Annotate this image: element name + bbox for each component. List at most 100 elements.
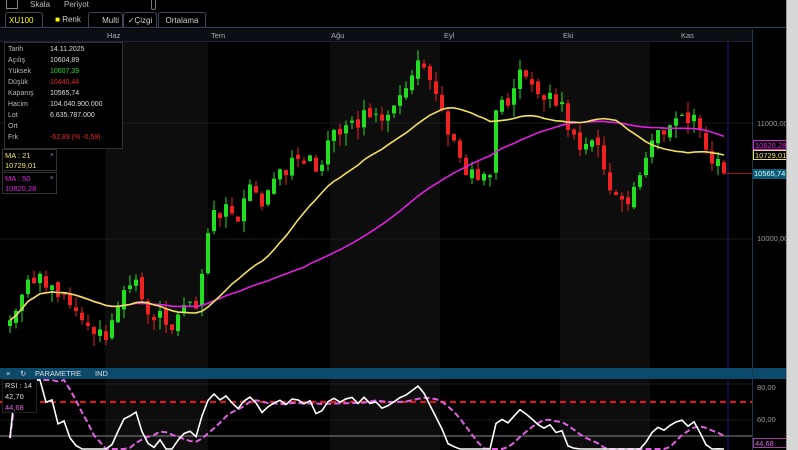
- ma50-axis-label: 10820,28: [753, 140, 787, 150]
- candle: [668, 125, 672, 138]
- info-label: Hacim: [8, 101, 28, 108]
- ma21-axis-label: 10729,01: [753, 150, 787, 160]
- vertical-scrollbar[interactable]: [786, 0, 798, 450]
- toolbar-handle[interactable]: [151, 0, 156, 10]
- info-value: 10604,89: [50, 57, 80, 64]
- multi-tab[interactable]: Multi: [88, 12, 123, 28]
- line-tab[interactable]: ✓Çizgi: [123, 12, 157, 28]
- candle: [536, 81, 540, 94]
- color-dot-icon: ■: [55, 15, 63, 24]
- candle: [446, 111, 450, 135]
- info-value: 104.040.900.000: [50, 101, 103, 108]
- rsi-signal-value: 44,68: [5, 403, 24, 412]
- candle: [344, 125, 348, 134]
- candle: [512, 88, 516, 105]
- rsi-panel-header: × ↻ PARAMETRE IND: [0, 368, 752, 379]
- candle: [584, 143, 588, 150]
- parameter-button[interactable]: PARAMETRE: [35, 369, 82, 378]
- candle: [722, 162, 726, 174]
- candle: [350, 120, 354, 123]
- ma21-line: [9, 107, 725, 321]
- candle: [602, 145, 606, 170]
- ind-button[interactable]: IND: [95, 369, 108, 378]
- color-tab[interactable]: ■ Renk: [55, 15, 81, 24]
- candle: [398, 95, 402, 106]
- candle: [332, 129, 336, 141]
- info-value: 6.635.787.000: [50, 112, 95, 119]
- candle: [686, 112, 690, 123]
- candle: [56, 282, 60, 297]
- rsi-signal-axis-label: 44,68: [753, 438, 787, 448]
- info-label: Yüksek: [8, 68, 31, 75]
- save-icon[interactable]: [6, 0, 18, 9]
- month-band: [105, 379, 208, 450]
- ma21-box: MA : 21 10729,01 ×: [2, 149, 57, 171]
- rsi-line: [9, 379, 725, 450]
- rsi-info-box: RSI : 14 42,70 44,68: [2, 379, 37, 413]
- candle: [152, 316, 156, 321]
- refresh-icon[interactable]: ↻: [20, 369, 27, 378]
- rsi-value: 42,70: [5, 392, 24, 401]
- candle: [26, 279, 30, 295]
- candle: [716, 158, 720, 167]
- rsi-axis-tick: 80,00: [757, 383, 776, 392]
- candle: [710, 151, 714, 164]
- candle: [638, 175, 642, 187]
- candle: [680, 114, 684, 116]
- close-icon[interactable]: ×: [49, 173, 54, 182]
- candle: [266, 190, 270, 205]
- candle: [428, 66, 432, 81]
- month-band: [560, 42, 650, 368]
- candle: [272, 178, 276, 194]
- price-axis[interactable]: 11000,00 10000,00 10820,28 10729,01 1056…: [752, 29, 788, 450]
- candle: [650, 140, 654, 158]
- candle: [164, 308, 168, 325]
- candle: [440, 94, 444, 111]
- scale-menu[interactable]: Skala: [30, 0, 51, 9]
- candle: [146, 300, 150, 315]
- candle: [302, 160, 306, 164]
- info-label: Frk: [8, 134, 19, 141]
- candle: [62, 293, 66, 295]
- candle: [374, 113, 378, 115]
- average-tab[interactable]: Ortalama: [158, 12, 206, 28]
- rsi-label: RSI : 14: [5, 381, 33, 390]
- ma50-box: MA : 50 10820,28 ×: [2, 172, 57, 194]
- close-icon[interactable]: ×: [49, 150, 54, 159]
- ma50-label: MA : 50: [5, 174, 31, 183]
- candle: [488, 175, 492, 178]
- candle: [572, 129, 576, 135]
- price-chart[interactable]: [0, 42, 752, 368]
- check-icon: ✓: [127, 16, 135, 25]
- candle: [320, 164, 324, 172]
- candle: [548, 92, 552, 99]
- month-header: Haz Tem Ağu Eyl Eki Kas: [0, 29, 752, 42]
- candle: [458, 140, 462, 158]
- rsi-chart[interactable]: [0, 379, 752, 450]
- ma21-value: 10729,01: [5, 161, 37, 170]
- info-label: Ort: [8, 123, 18, 130]
- candle: [110, 320, 114, 339]
- ohlc-info-panel: Tarih 14.11.2025 Açılış 10604,89 Yüksek 10607…: [4, 42, 123, 149]
- candle: [128, 285, 132, 290]
- candle: [134, 279, 138, 286]
- close-icon[interactable]: ×: [6, 369, 11, 378]
- axis-header-band: [753, 368, 787, 379]
- candle: [170, 324, 174, 331]
- candle: [296, 154, 300, 159]
- candle: [176, 314, 180, 332]
- info-value: 10440,44: [50, 79, 80, 86]
- info-label: Düşük: [8, 79, 28, 86]
- candle: [476, 169, 480, 180]
- symbol-tab[interactable]: XU100: [5, 12, 43, 28]
- candle: [182, 305, 186, 314]
- candle: [242, 198, 246, 222]
- candle: [422, 63, 426, 68]
- month-band: [330, 379, 440, 450]
- candle: [392, 105, 396, 114]
- candle: [212, 210, 216, 232]
- candle: [596, 137, 600, 146]
- period-menu[interactable]: Periyot: [64, 0, 89, 9]
- candle: [326, 140, 330, 165]
- candle: [224, 204, 228, 217]
